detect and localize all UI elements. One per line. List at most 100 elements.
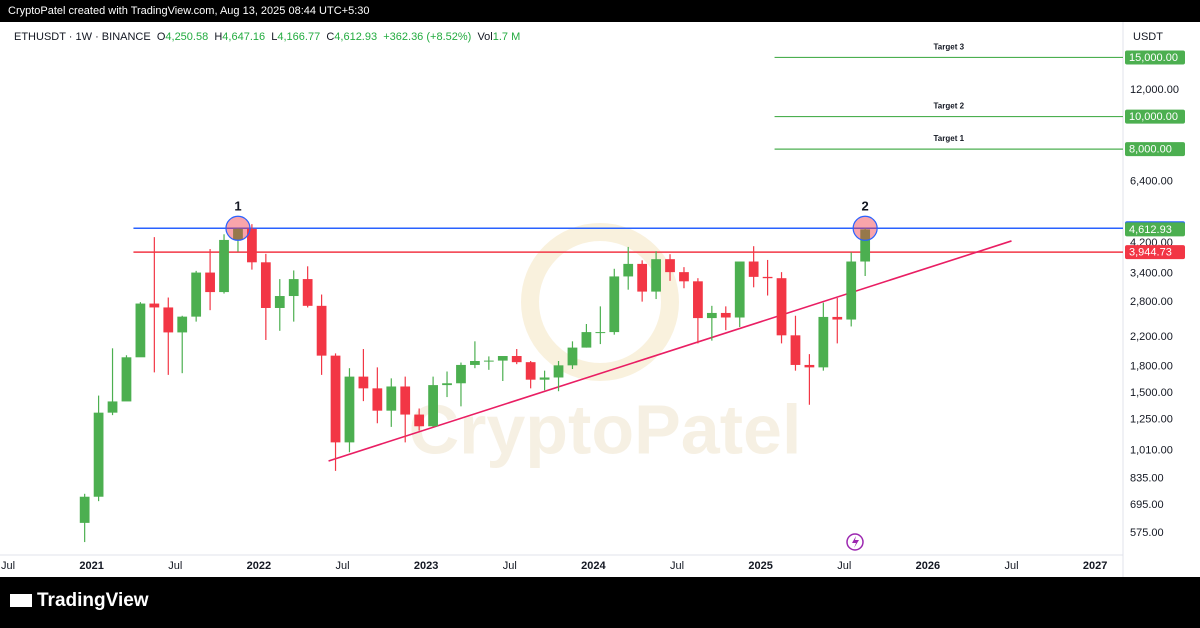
candle-body xyxy=(553,365,564,378)
x-tick-label: 2025 xyxy=(748,560,772,572)
candle-body xyxy=(818,316,829,368)
legend-change: +362.36 (+8.52%) xyxy=(383,31,472,43)
brand-logo xyxy=(10,594,32,607)
plot-area xyxy=(79,56,1123,543)
legend-key: O xyxy=(156,31,166,43)
candle-body xyxy=(428,385,438,427)
candle-body xyxy=(804,364,815,368)
candle-body xyxy=(344,376,355,443)
candle-body xyxy=(846,261,857,320)
target-name: Target 1 xyxy=(934,134,965,143)
candle-body xyxy=(483,360,494,362)
candle-body xyxy=(693,281,703,319)
y-tick-label: 695.00 xyxy=(1130,499,1164,511)
candle-body xyxy=(651,259,661,292)
marker-circle xyxy=(225,215,251,241)
candle-body xyxy=(414,414,425,427)
candle-body xyxy=(470,360,480,365)
candle-body xyxy=(609,276,620,333)
x-tick-label: 2026 xyxy=(916,560,940,572)
background xyxy=(0,22,1200,577)
candle-body xyxy=(748,261,759,277)
y-tick-label: 1,800.00 xyxy=(1130,360,1173,372)
candle-body xyxy=(205,272,215,293)
x-tick-label: Jul xyxy=(168,560,182,572)
target-name: Target 3 xyxy=(934,43,965,52)
marker-label: 2 xyxy=(862,199,869,214)
y-tick-label: 1,250.00 xyxy=(1130,414,1173,426)
candle-body xyxy=(860,229,871,262)
legend-key: H xyxy=(214,31,223,43)
price-label: 10,000.00 xyxy=(1129,111,1178,123)
candle-body xyxy=(191,272,202,317)
candle-body xyxy=(595,332,606,334)
legend-value: 4,166.77 xyxy=(277,31,321,43)
price-label-box xyxy=(1125,50,1185,65)
candle-body xyxy=(330,355,341,443)
candle-body xyxy=(567,347,578,366)
legend-key: C xyxy=(326,31,335,43)
price-label: 3,944.73 xyxy=(1129,247,1172,259)
candle-body xyxy=(832,316,843,320)
candle-body xyxy=(400,386,411,415)
marker-circle xyxy=(852,215,878,241)
chart: CryptoPatel USDT 575.00 695.00 835.00 1,010… xyxy=(0,22,1200,577)
candle-body xyxy=(274,296,285,308)
x-tick-label: 2024 xyxy=(581,560,606,572)
candle-body xyxy=(93,412,104,497)
x-tick-label: 2021 xyxy=(79,560,103,572)
credit: CryptoPatel created with TradingView.com… xyxy=(8,5,370,17)
price-label: 8,000.00 xyxy=(1129,144,1172,156)
x-tick-label: Jul xyxy=(837,560,851,572)
candle-body xyxy=(706,312,717,319)
candle-body xyxy=(372,388,383,411)
y-tick-label: 12,000.00 xyxy=(1130,84,1179,96)
price-label-box xyxy=(1125,109,1185,124)
candle-body xyxy=(442,383,452,386)
watermark: CryptoPatel xyxy=(409,390,802,468)
price-label-box xyxy=(1125,222,1185,237)
legend-value: 1.7 M xyxy=(492,31,521,43)
legend-key: L xyxy=(271,31,278,43)
legend-value: 4,647.16 xyxy=(222,31,266,43)
trendline xyxy=(328,240,1012,462)
candle-body xyxy=(177,316,188,333)
candle-body xyxy=(776,278,787,336)
event-icon-bolt xyxy=(852,536,859,548)
x-tick-label: Jul xyxy=(1004,560,1018,572)
price-label: 4,612.93 xyxy=(1129,224,1172,236)
candle-body xyxy=(734,261,745,318)
legend-value: 4,612.93 xyxy=(334,31,378,43)
candle-body xyxy=(107,401,118,413)
candle-body xyxy=(358,376,369,389)
brand: TradingView xyxy=(10,590,149,612)
candle-body xyxy=(539,377,550,380)
candle-body xyxy=(288,279,299,297)
candle-body xyxy=(525,362,536,380)
event-icon xyxy=(846,533,864,551)
candle-body xyxy=(219,239,229,293)
candle-body xyxy=(790,335,801,365)
y-tick-label: 6,400.00 xyxy=(1130,176,1173,188)
x-tick-label: Jul xyxy=(1,560,15,572)
legend-value: 4,250.58 xyxy=(165,31,209,43)
x-tick-label: Jul xyxy=(670,560,684,572)
brand-text: TradingView xyxy=(37,590,149,611)
y-axis-title: USDT xyxy=(1133,31,1163,43)
x-tick-label: 2027 xyxy=(1083,560,1107,572)
legend-key: Vol xyxy=(477,31,493,43)
y-tick-label: 2,800.00 xyxy=(1130,296,1173,308)
x-tick-label: 2023 xyxy=(414,560,438,572)
x-tick-label: Jul xyxy=(335,560,349,572)
candle-body xyxy=(720,312,731,318)
y-tick-label: 835.00 xyxy=(1130,472,1164,484)
candle-body xyxy=(679,272,689,282)
candle-body xyxy=(316,305,327,356)
watermark-logo xyxy=(521,223,679,381)
candle-body xyxy=(121,357,132,402)
x-tick-label: Jul xyxy=(503,560,517,572)
y-tick-label: 1,010.00 xyxy=(1130,445,1173,457)
candle-body xyxy=(149,303,160,308)
candle-body xyxy=(456,364,466,384)
